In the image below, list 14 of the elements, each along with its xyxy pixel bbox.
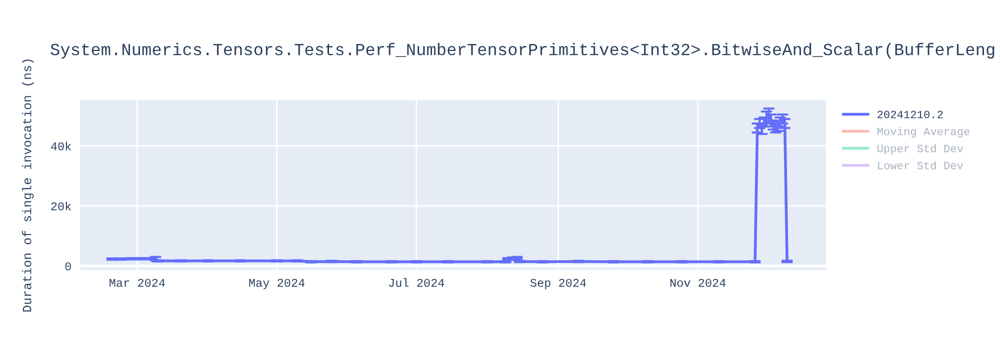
x-tick-label: Jul 2024 xyxy=(389,278,444,287)
x-tick-label: Nov 2024 xyxy=(670,278,726,287)
legend-label: 20241210.2 xyxy=(878,110,943,118)
legend-label: Moving Average xyxy=(877,127,970,138)
x-tick-label: May 2024 xyxy=(249,278,305,290)
legend-label: Upper Std Dev xyxy=(878,144,964,155)
y-axis-title: Duration of single invocation (ns) xyxy=(22,60,34,312)
x-tick-label: Mar 2024 xyxy=(110,278,165,287)
chart-title: System.Numerics.Tensors.Tests.Perf_NumberTensorPrimitives<Int32>.BitwiseAnd_Scalar(BufferLeng xyxy=(50,42,994,59)
y-tick-label: 40k xyxy=(51,142,72,150)
x-tick-label: Sep 2024 xyxy=(530,278,586,290)
y-tick-label: 20k xyxy=(51,202,72,210)
legend-label: Lower Std Dev xyxy=(878,161,964,170)
y-tick-label: 0 xyxy=(65,262,71,270)
